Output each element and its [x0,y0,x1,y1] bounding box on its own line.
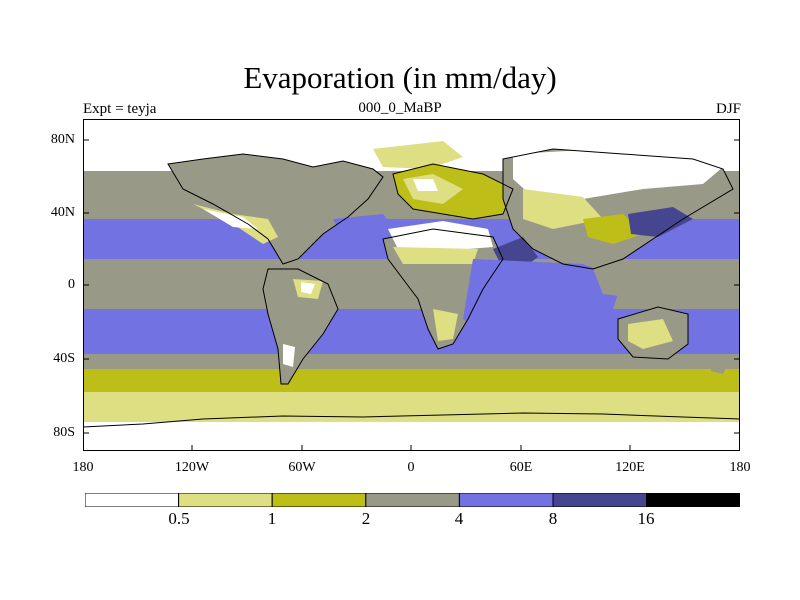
kuroshio-dark [628,207,693,237]
band-southern-ocean-pale [83,392,740,422]
colorbar-label-16: 16 [637,509,655,528]
lon-label-0: 0 [407,460,415,475]
colorbar-label-8: 8 [548,509,558,528]
lat-label-80s: 80S [53,425,75,440]
sahel-pale [393,247,478,264]
coastline-australia [617,306,689,360]
north-america-white [203,209,258,229]
lat-ticks [83,139,740,434]
lat-label-0: 0 [68,277,75,292]
lon-label-60w: 60W [288,460,316,475]
lon-label-120e: 120E [615,460,645,475]
colorbar-bin-1-2 [271,493,367,507]
siberia-white [513,149,723,199]
map-title: Evaporation (in mm/day) [243,60,557,95]
australia-pale [628,319,673,349]
coastline-north-america [167,153,384,265]
coastline-asia [502,148,734,270]
lon-label-60e: 60E [509,460,533,475]
coastline-africa [382,228,504,350]
colorbar-bin-8-16 [552,493,648,507]
coastlines [83,148,740,428]
lat-label-40n: 40N [50,205,75,220]
colorbar-label-2: 2 [361,509,371,528]
north-atlantic-olive [373,141,463,169]
evaporation-map [83,119,740,451]
indian-ocean-blue [463,259,623,349]
coastline-antarctica [83,412,740,428]
colorbar [85,493,740,507]
south-america-land [263,269,338,384]
sahara-white [388,221,493,251]
lat-label-40s: 40S [53,351,75,366]
amazon-white [301,282,315,294]
colorbar-bin-2-4 [365,493,460,507]
lat-label-80n: 80N [50,132,75,147]
experiment-label: Expt = teyja [83,101,157,117]
lon-ticks [191,445,631,451]
southern-africa-pale [433,309,458,341]
coastline-europe [392,163,514,220]
europe-white [413,179,438,191]
north-america-land [168,154,383,264]
period-label: 000_0_MaBP [358,100,442,116]
colorbar-bin-lt-0.5 [85,493,180,507]
colorbar-label-0.5: 0.5 [168,509,190,528]
colorbar-label-1: 1 [267,509,277,528]
southeast-asia-land [593,269,663,299]
colorbar-bin-gt-16 [646,493,740,507]
lon-label-120w: 120W [174,460,210,475]
band-south-midlat [83,354,740,369]
coastline-south-america [262,268,339,385]
patagonia-white [283,344,295,367]
colorbar-bin-4-8 [458,493,554,507]
colorbar-label-4: 4 [454,509,464,528]
season-label: DJF [715,101,741,117]
lon-label-180e: 180 [729,460,751,475]
colorbar-bin-0.5-1 [178,493,273,507]
band-southern-ocean-olive [83,369,740,392]
tibet-olive [583,214,643,244]
new-zealand [711,359,728,374]
lon-label-180w: 180 [72,460,94,475]
